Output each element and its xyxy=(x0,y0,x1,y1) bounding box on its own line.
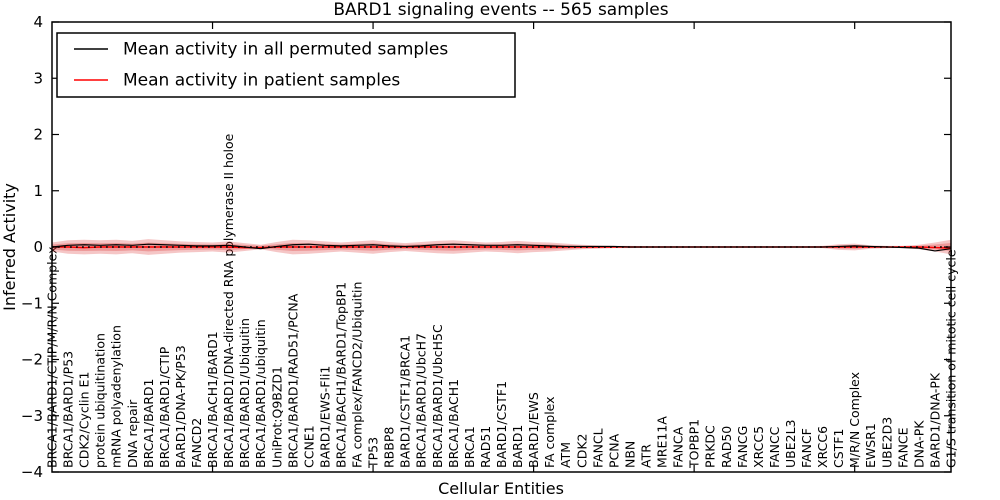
x-tick-label: FANCD2 xyxy=(189,418,204,468)
x-tick-label: ATM xyxy=(558,442,573,468)
x-tick-label: MRE11A xyxy=(655,416,670,468)
axis-ticks xyxy=(52,21,951,473)
y-tick-label: −1 xyxy=(21,294,43,312)
series-lines xyxy=(51,243,952,252)
x-tick-label: CCNE1 xyxy=(301,425,316,468)
legend-label-patient: Mean activity in patient samples xyxy=(123,71,400,91)
x-tick-label: BRCA1/BARD1 xyxy=(141,379,156,468)
x-tick-label: XRCC6 xyxy=(815,426,830,468)
x-tick-label: UBE2L3 xyxy=(783,420,798,469)
x-tick-label: FANCL xyxy=(590,428,605,468)
y-tick-label: 3 xyxy=(33,69,43,87)
legend-frame xyxy=(56,32,516,98)
x-tick-label: EWSR1 xyxy=(863,423,878,468)
x-tick-label: ATR xyxy=(638,444,653,468)
x-tick-label: BRCA1/BARD1/Ubiquitin xyxy=(237,318,252,468)
x-tick-label: FANCF xyxy=(799,428,814,468)
x-tick-label: BARD1/DNA-PK/P53 xyxy=(173,345,188,468)
x-tick-label: BARD1/CSTF1 xyxy=(494,381,509,468)
x-tick-label: RAD51 xyxy=(478,426,493,468)
x-tick-label: FANCC xyxy=(767,426,782,468)
x-tick-label: mRNA polyadenylation xyxy=(109,325,124,468)
x-tick-label: FA complex/FANCD2/Ubiquitin xyxy=(350,282,365,468)
x-tick-label: BARD1/EWS-Fli1 xyxy=(317,366,332,468)
x-tick-label: BRCA1/BACH1/BARD1 xyxy=(205,331,220,468)
y-tick-label: 0 xyxy=(33,238,43,256)
x-tick-label: BRCA1/BACH1/BARD1/TopBP1 xyxy=(333,282,348,468)
x-tick-label: CSTF1 xyxy=(831,429,846,468)
x-tick-label: BRCA1 xyxy=(462,426,477,468)
x-tick-label: protein ubiquitination xyxy=(93,333,108,468)
y-tick-label: 2 xyxy=(33,126,43,144)
y-tick-label: −4 xyxy=(21,463,43,481)
x-tick-label: FANCG xyxy=(735,426,750,468)
x-tick-label: TOPBP1 xyxy=(687,419,702,469)
y-tick-labels: −4 −3 −2 −1 0 1 2 3 4 xyxy=(21,13,43,481)
x-tick-labels: BRCA1/BARD1/CTIP/M/R/N Complex BRCA1/BARD… xyxy=(45,133,959,469)
x-tick-label: BRCA1/BARD1/RAD51/PCNA xyxy=(285,293,300,468)
x-tick-label: BARD1 xyxy=(510,425,525,468)
x-tick-label: PRKDC xyxy=(703,425,718,468)
x-tick-label: DNA-PK xyxy=(911,420,926,468)
x-tick-label: BRCA1/BARD1/UbcH5C xyxy=(430,324,445,468)
x-tick-label: BRCA1/BARD1/ubiquitin xyxy=(253,319,268,468)
x-tick-label: CDK2 xyxy=(574,433,589,468)
legend: Mean activity in all permuted samples Me… xyxy=(56,32,516,98)
y-tick-label: 4 xyxy=(33,13,43,31)
x-tick-label: FANCE xyxy=(895,427,910,468)
x-tick-label: BRCA1/BARD1/UbcH7 xyxy=(414,333,429,468)
y-tick-label: −2 xyxy=(21,351,43,369)
x-tick-label: RAD50 xyxy=(719,426,734,468)
x-tick-label: M/R/N Complex xyxy=(847,372,862,468)
x-axis-title: Cellular Entities xyxy=(438,479,564,498)
legend-label-permuted: Mean activity in all permuted samples xyxy=(123,40,448,60)
y-tick-label: −3 xyxy=(21,407,43,425)
x-tick-label: RBBP8 xyxy=(382,427,397,468)
x-tick-label: FANCA xyxy=(671,426,686,468)
x-tick-label: XRCC5 xyxy=(751,426,766,468)
x-tick-label: BRCA1/BARD1/CTIP xyxy=(157,346,172,468)
y-tick-label: 1 xyxy=(33,182,43,200)
x-tick-label: BRCA1/BACH1 xyxy=(446,379,461,468)
x-tick-label: BARD1/DNA-PK xyxy=(927,372,942,468)
x-tick-label: TP53 xyxy=(366,437,381,469)
x-tick-label: NBN xyxy=(622,441,637,468)
x-tick-label: BRCA1/BARD1/DNA-directed RNA polymerase … xyxy=(221,133,236,468)
x-tick-label: BRCA1/BARD1/P53 xyxy=(61,351,76,468)
x-tick-label: BARD1/CSTF1/BRCA1 xyxy=(398,335,413,468)
x-tick-label: FA complex xyxy=(542,396,557,468)
chart-title: BARD1 signaling events -- 565 samples xyxy=(333,0,668,20)
x-tick-label: UniProt:Q9BZD1 xyxy=(269,366,284,468)
x-tick-label: CDK2/Cyclin E1 xyxy=(77,372,92,468)
x-tick-label: BARD1/EWS xyxy=(526,392,541,468)
permuted-mean-line xyxy=(51,243,952,252)
y-axis-title: Inferred Activity xyxy=(0,183,19,311)
x-tick-label: DNA repair xyxy=(125,399,140,468)
x-tick-label: PCNA xyxy=(606,433,621,468)
x-tick-label: UBE2D3 xyxy=(879,417,894,468)
